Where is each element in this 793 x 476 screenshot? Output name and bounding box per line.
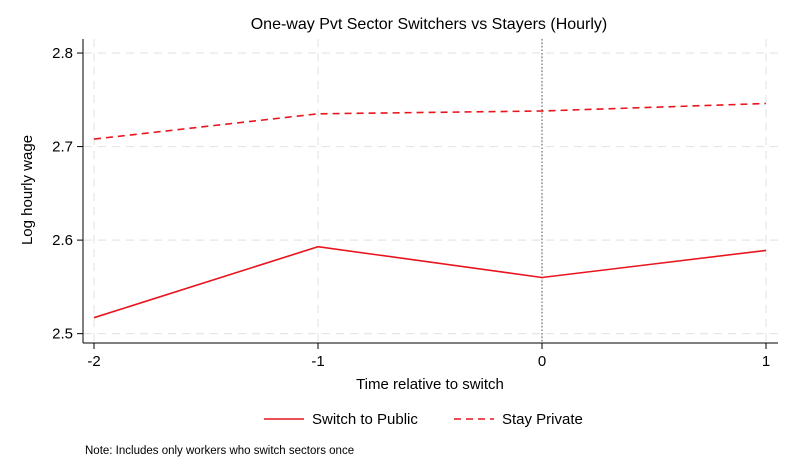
legend-label-switch-to-public: Switch to Public <box>312 411 418 428</box>
chart-note: Note: Includes only workers who switch s… <box>85 445 354 457</box>
series-line-switch-to-public <box>93 245 767 319</box>
chart-title: One-way Pvt Sector Switchers vs Stayers … <box>251 16 608 33</box>
y-axis-label: Log hourly wage <box>19 135 36 245</box>
x-axis-label: Time relative to switch <box>356 376 504 393</box>
x-tick-label: -1 <box>311 353 324 370</box>
series-group <box>93 102 767 319</box>
y-tick-label: 2.6 <box>52 232 73 249</box>
x-ticks: -2 -1 0 1 <box>87 343 770 370</box>
x-tick-label: -2 <box>87 353 100 370</box>
y-tick-label: 2.7 <box>52 139 73 156</box>
series-line-stay-private <box>93 102 767 140</box>
y-ticks: 2.5 2.6 2.7 2.8 <box>52 45 83 343</box>
y-tick-label: 2.5 <box>52 326 73 343</box>
legend-label-stay-private: Stay Private <box>502 411 583 428</box>
axes <box>82 39 778 344</box>
legend: Switch to Public Stay Private <box>264 411 583 428</box>
grid <box>84 39 778 342</box>
x-tick-label: 1 <box>762 353 770 370</box>
x-tick-label: 0 <box>538 353 546 370</box>
y-tick-label: 2.8 <box>52 45 73 62</box>
